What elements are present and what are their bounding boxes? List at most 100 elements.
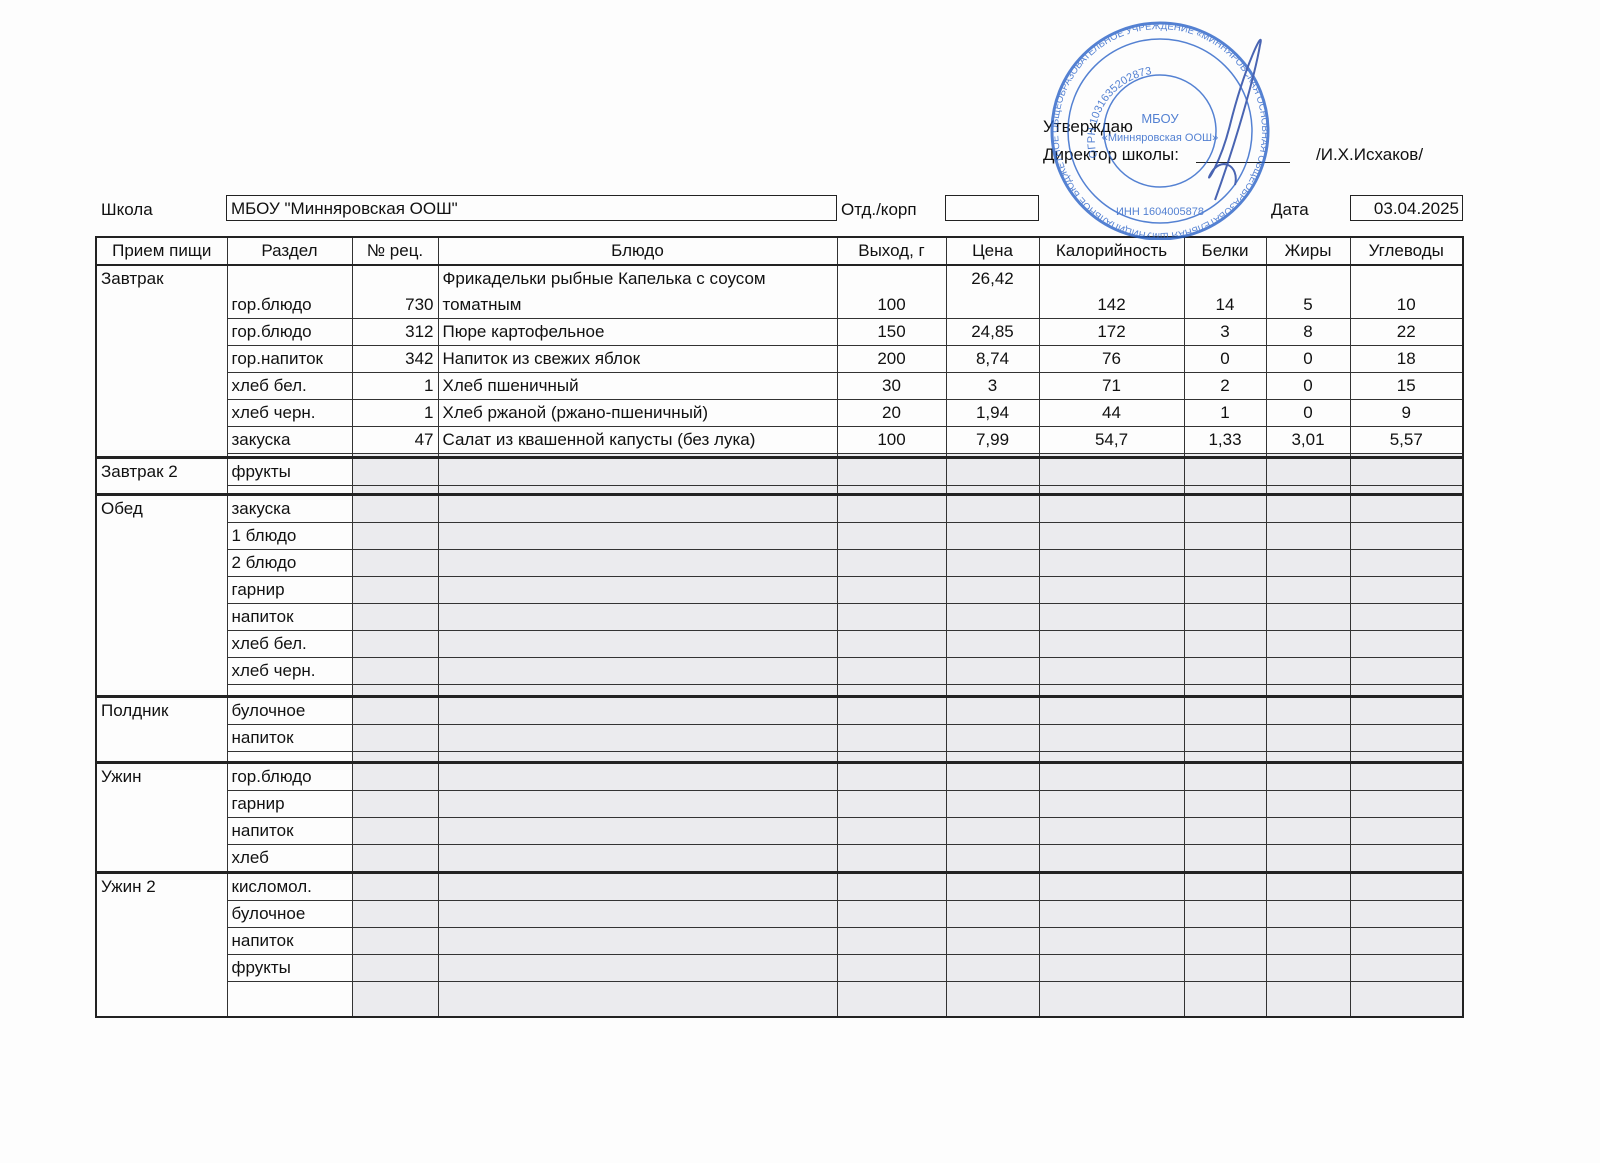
value-cell: [1349, 522, 1464, 550]
section-cell: хлеб черн.: [226, 399, 353, 427]
signature-line: [1196, 162, 1290, 163]
table-row: хлеб черн.: [96, 657, 1464, 685]
value-cell: [1183, 724, 1267, 752]
value-cell: 100: [836, 426, 947, 454]
value-cell: [1183, 456, 1267, 486]
value-cell: [437, 549, 838, 577]
date-label: Дата: [1271, 200, 1309, 219]
director-name: /И.Х.Исхаков/: [1316, 145, 1424, 164]
value-cell: 8,74: [945, 345, 1040, 373]
spacer-cell: [1183, 684, 1267, 697]
spacer-cell: [1265, 751, 1351, 763]
value-cell: [1183, 871, 1267, 901]
value-cell: 30: [836, 372, 947, 400]
table-row: 1 блюдо: [96, 522, 1464, 550]
value-cell: [836, 927, 947, 955]
value-cell: [836, 817, 947, 845]
value-cell: [1349, 549, 1464, 577]
value-cell: [836, 724, 947, 752]
value-cell: [351, 844, 439, 873]
value-cell: [945, 724, 1040, 752]
value-cell: [351, 817, 439, 845]
value-cell: [945, 695, 1040, 725]
table-row: Полдник булочное: [95, 695, 1464, 763]
value-cell: 14: [1183, 264, 1267, 319]
value-cell: [1265, 657, 1351, 685]
spacer-cell: [1038, 684, 1185, 697]
value-cell: [945, 576, 1040, 604]
value-cell: [945, 493, 1040, 523]
value-cell: [1038, 630, 1185, 658]
section-cell: закуска: [226, 426, 353, 454]
table-row: хлеб бел. 1 Хлеб пшеничный 30 3 71 2 0 15: [96, 372, 1464, 400]
section-cell: гарнир: [226, 576, 353, 604]
value-cell: [1349, 954, 1464, 982]
value-cell: [351, 724, 439, 752]
value-cell: [351, 695, 439, 725]
value-cell: [836, 900, 947, 928]
value-cell: 150: [836, 318, 947, 346]
value-cell: [1183, 630, 1267, 658]
table-row: Завтрак гор.блюдо 730 Фрикадельки рыбные Ка…: [95, 264, 1464, 458]
value-cell: [836, 790, 947, 818]
value-cell: [437, 900, 838, 928]
table-row: напиток: [96, 603, 1464, 631]
spacer-cell: [226, 485, 353, 495]
spacer-cell: [1349, 485, 1464, 495]
section-cell: гор.блюдо: [226, 761, 353, 791]
section-cell: фрукты: [226, 954, 353, 982]
value-cell: [945, 657, 1040, 685]
value-cell: 200: [836, 345, 947, 373]
value-cell: [437, 724, 838, 752]
section-cell: напиток: [226, 927, 353, 955]
value-cell: [1349, 630, 1464, 658]
value-cell: [1349, 493, 1464, 523]
value-cell: [1349, 927, 1464, 955]
spacer-cell: [1183, 485, 1267, 495]
value-cell: [945, 871, 1040, 901]
spacer-row: [96, 453, 1464, 458]
section-cell: кисломол.: [226, 871, 353, 901]
value-cell: [1265, 456, 1351, 486]
value-cell: 5: [1265, 264, 1351, 319]
value-cell: [945, 844, 1040, 873]
value-cell: [1265, 817, 1351, 845]
value-cell: [1038, 790, 1185, 818]
value-cell: [1183, 844, 1267, 873]
table-row: напиток: [96, 927, 1464, 955]
value-cell: 71: [1038, 372, 1185, 400]
spacer-cell: [945, 684, 1040, 697]
stamp-inn: ИНН 1604005878: [1116, 206, 1204, 218]
meal-name: Обед: [95, 493, 228, 697]
value-cell: [1038, 493, 1185, 523]
meal-name: Полдник: [95, 695, 228, 763]
column-header: Раздел: [226, 236, 353, 266]
value-cell: [1038, 456, 1185, 486]
spacer-cell: [226, 684, 353, 697]
value-cell: [836, 630, 947, 658]
value-cell: [1349, 844, 1464, 873]
value-cell: [351, 576, 439, 604]
spacer-cell: [351, 981, 439, 1018]
spacer-row: [96, 981, 1464, 1018]
value-cell: [945, 549, 1040, 577]
value-cell: [1183, 817, 1267, 845]
value-cell: [437, 630, 838, 658]
value-cell: [437, 493, 838, 523]
section-cell: хлеб бел.: [226, 630, 353, 658]
section-cell: напиток: [226, 817, 353, 845]
value-cell: [1038, 761, 1185, 791]
value-cell: [836, 954, 947, 982]
value-cell: [1265, 522, 1351, 550]
value-cell: [437, 844, 838, 873]
spacer-cell: [1349, 751, 1464, 763]
value-cell: 100: [836, 264, 947, 319]
value-cell: [1265, 871, 1351, 901]
value-cell: [351, 522, 439, 550]
value-cell: 1,33: [1183, 426, 1267, 454]
value-cell: 1: [1183, 399, 1267, 427]
value-cell: [1038, 871, 1185, 901]
value-cell: [945, 817, 1040, 845]
header-row: Прием пищи Раздел № рец. Блюдо Выход, г Цена К…: [95, 236, 1464, 266]
